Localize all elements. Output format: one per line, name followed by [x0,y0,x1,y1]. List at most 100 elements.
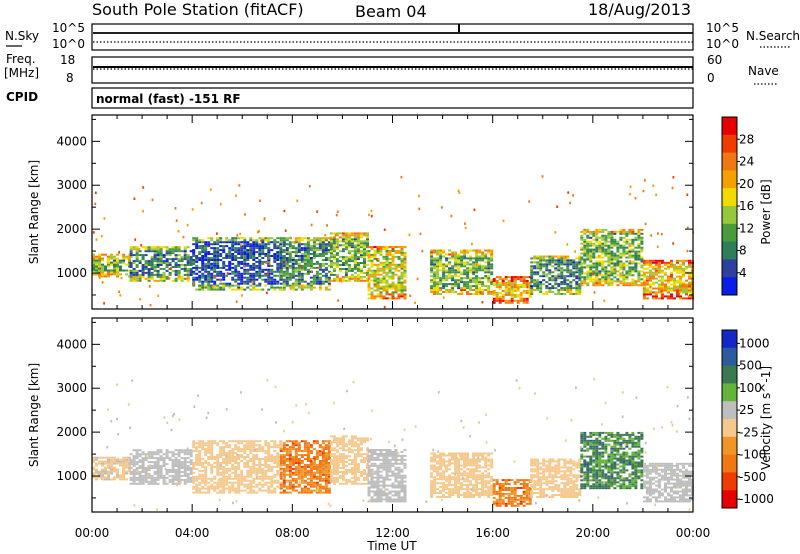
echo-cell [309,489,313,492]
echo-cell [327,280,331,283]
echo-cell [642,285,646,288]
echo-cell [279,440,283,443]
echo-cell [267,280,271,283]
echo-cell [204,442,208,445]
echo-cell [350,258,354,261]
echo-cell [359,277,363,280]
echo-cell [171,258,175,261]
echo-cell [324,489,328,492]
echo-cell [282,257,286,259]
echo-cell [595,272,599,275]
echo-cell [291,259,295,261]
echo-cell [144,254,148,257]
echo-cell [204,448,208,451]
echo-cell [252,442,256,445]
echo-cell [147,277,151,280]
echo-cell [207,442,211,445]
echo-cell [300,253,304,255]
echo-cell [604,254,608,257]
echo-cell [270,255,274,257]
echo-cell [135,277,139,280]
echo-cell [551,265,555,268]
echo-cell [645,297,649,300]
echo-cell [610,246,614,249]
echo-cell [350,476,354,479]
echo-cell [252,276,256,279]
nsearch-tick-top: 10^5 [706,21,739,35]
echo-cell [366,240,369,243]
echo-cell [261,469,265,472]
echo-cell [321,251,325,254]
echo-cell [332,238,336,241]
echo-cell [306,286,310,289]
echo-cell [344,242,348,245]
echo-cell [222,266,226,269]
echo-cell [551,277,555,280]
echo-cell [222,442,226,445]
echo-cell [95,478,98,481]
echo-cell [601,236,605,239]
echo-cell [162,262,166,264]
echo-cell [433,261,437,264]
echo-cell [592,280,596,283]
echo-cell [219,450,223,453]
echo-cell [110,462,113,465]
echo-cell [475,289,479,291]
echo-cell [341,476,345,479]
echo-cell [379,250,383,252]
echo-cell [144,467,148,469]
echo-cell [192,477,196,480]
echo-cell [297,473,301,476]
echo-cell [237,286,241,289]
echo-cell [490,263,494,266]
echo-cell [92,468,95,471]
echo-cell [159,268,163,270]
echo-cell [231,481,235,484]
echo-cell [651,265,655,268]
echo-cell [273,487,277,490]
echo-cell [329,443,333,446]
echo-cell [309,260,313,263]
echo-cell [204,270,208,273]
echo-cell [332,254,336,257]
echo-cell [487,267,491,270]
echo-cell [306,491,310,494]
echo-cell [370,275,374,278]
echo-cell [481,291,485,293]
echo-cell [147,474,151,477]
echo-cell [231,456,235,458]
echo-cell [95,476,98,479]
echo-cell [165,469,169,471]
echo-cell [156,271,160,274]
echo-cell [213,247,217,250]
echo-cell [628,262,632,265]
echo-cell [625,232,629,235]
echo-cell [156,264,160,266]
echo-cell [153,457,157,460]
echo-cell [673,289,676,292]
echo-cell [243,485,247,488]
echo-cell [200,201,203,205]
echo-cell [147,260,151,263]
echo-cell [601,230,605,233]
echo-cell [246,471,250,474]
echo-cell [125,269,129,272]
echo-cell [484,271,488,274]
echo-cell [329,476,333,479]
echo-cell [341,248,345,251]
echo-cell [530,265,534,268]
echo-cell [174,279,178,282]
echo-cell [341,457,345,460]
echo-cell [634,236,638,239]
echo-cell [373,263,377,266]
echo-cell [177,258,181,261]
echo-cell [240,450,244,453]
echo-cell [195,241,199,244]
echo-cell [350,238,354,241]
echo-cell [628,272,632,275]
echo-cell [171,260,175,263]
echo-cell [288,440,292,443]
echo-cell [261,274,265,277]
echo-cell [466,271,470,274]
